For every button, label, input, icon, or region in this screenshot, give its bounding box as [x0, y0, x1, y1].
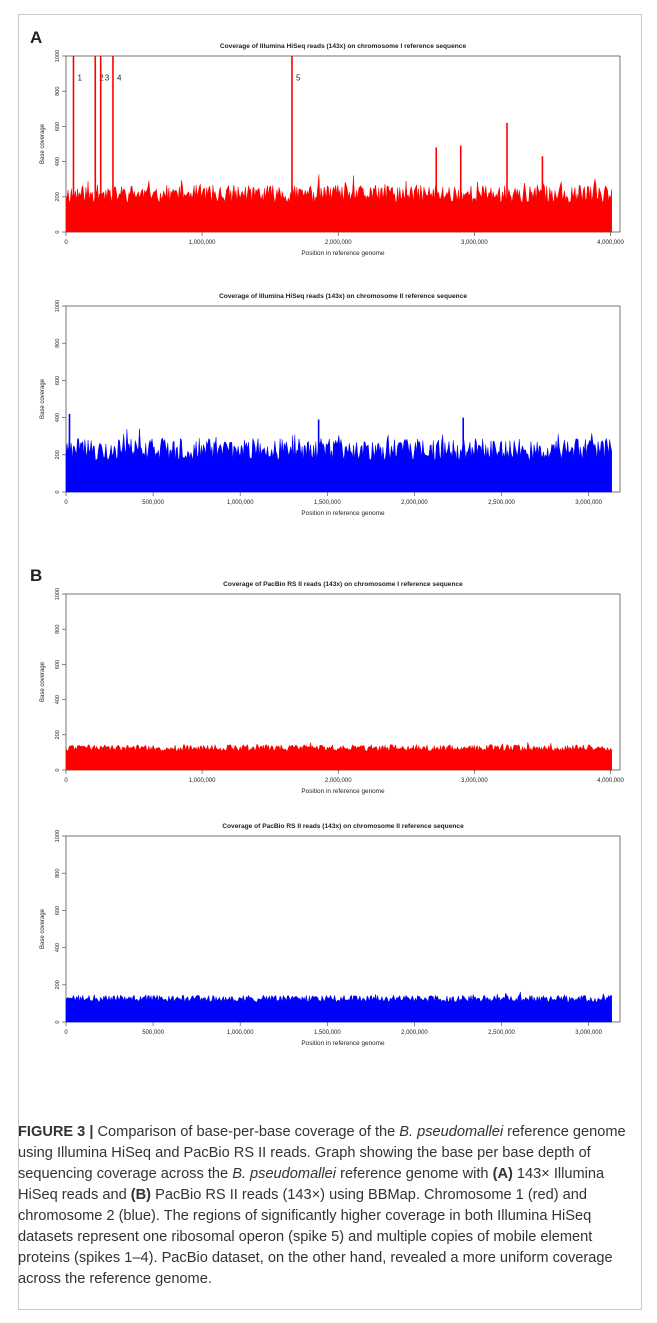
plot-area-border	[65, 593, 621, 771]
caption-text-3: reference genome with	[336, 1166, 493, 1182]
figure-caption: FIGURE 3 | Comparison of base-per-base c…	[18, 1122, 632, 1290]
panel-label-a: A	[30, 28, 43, 47]
x-tick-label: 2,000,000	[401, 1030, 428, 1036]
x-tick-label: 500,000	[142, 500, 164, 506]
coverage-area	[65, 174, 612, 233]
y-tick-label: 400	[55, 943, 61, 952]
x-tick-label: 500,000	[142, 1030, 164, 1036]
chart-illumina-chr1: Coverage of Illumina HiSeq reads (143x) …	[40, 43, 624, 257]
x-tick-label: 1,000,000	[189, 778, 216, 784]
panel-label-b: B	[30, 566, 43, 585]
y-axis-label: Base coverage	[40, 123, 46, 164]
coverage-area	[65, 991, 612, 1023]
y-tick-label: 1000	[55, 300, 61, 312]
y-tick-label: 400	[55, 695, 61, 704]
x-tick-label: 0	[64, 1030, 68, 1036]
x-tick-label: 2,000,000	[325, 240, 352, 246]
y-tick-label: 800	[55, 87, 61, 96]
figure-label: FIGURE 3 |	[18, 1124, 94, 1140]
y-tick-label: 800	[55, 869, 61, 878]
x-tick-label: 3,000,000	[461, 778, 488, 784]
y-tick-label: 600	[55, 122, 61, 131]
y-tick-label: 1000	[55, 830, 61, 842]
x-tick-label: 2,000,000	[401, 500, 428, 506]
chart-illumina-chr2: Coverage of Illumina HiSeq reads (143x) …	[40, 293, 621, 517]
y-tick-label: 1000	[55, 588, 61, 600]
y-tick-label: 600	[55, 376, 61, 385]
y-tick-label: 0	[55, 1020, 61, 1023]
y-tick-label: 200	[55, 730, 61, 739]
species-name-1: B. pseudomallei	[399, 1124, 504, 1140]
spike-label: 2	[99, 74, 104, 83]
y-tick-label: 200	[55, 192, 61, 201]
y-axis-label: Base coverage	[40, 661, 46, 702]
x-tick-label: 0	[64, 240, 68, 246]
plot-area-border	[65, 835, 621, 1023]
y-tick-label: 400	[55, 157, 61, 166]
y-tick-label: 800	[55, 339, 61, 348]
x-axis-label: Position in reference genome	[301, 250, 385, 257]
species-name-2: B. pseudomallei	[232, 1166, 337, 1182]
caption-text-1: Comparison of base-per-base coverage of …	[93, 1124, 400, 1140]
x-tick-label: 2,500,000	[488, 500, 515, 506]
x-axis-label: Position in reference genome	[301, 1040, 385, 1047]
y-tick-label: 0	[55, 768, 61, 771]
y-tick-label: 600	[55, 660, 61, 669]
caption-text-4: 143× Illumina HiSeq reads and	[18, 1166, 605, 1203]
x-tick-label: 2,000,000	[325, 778, 352, 784]
caption-text-2: reference genome using Illumina HiSeq an…	[18, 1124, 626, 1182]
y-tick-label: 200	[55, 980, 61, 989]
figure-frame	[18, 14, 642, 1310]
x-axis-label: Position in reference genome	[301, 788, 385, 795]
spike-label: 3	[105, 74, 110, 83]
y-tick-label: 0	[55, 230, 61, 233]
x-tick-label: 1,500,000	[314, 500, 341, 506]
spike-label: 5	[296, 74, 301, 83]
x-tick-label: 3,000,000	[575, 500, 602, 506]
spike-label: 1	[77, 74, 82, 83]
panel-ref-b: (B)	[130, 1187, 152, 1203]
x-tick-label: 0	[64, 500, 68, 506]
x-tick-label: 1,000,000	[227, 500, 254, 506]
coverage-area	[65, 428, 612, 493]
x-tick-label: 1,500,000	[314, 1030, 341, 1036]
y-axis-label: Base coverage	[40, 378, 46, 419]
x-tick-label: 0	[64, 778, 68, 784]
x-tick-label: 1,000,000	[227, 1030, 254, 1036]
y-tick-label: 600	[55, 906, 61, 915]
x-tick-label: 3,000,000	[461, 240, 488, 246]
panel-ref-a: (A)	[492, 1166, 513, 1182]
y-axis-label: Base coverage	[40, 908, 46, 949]
chart-pacbio-chr1: Coverage of PacBio RS II reads (143x) on…	[40, 581, 624, 795]
chart-pacbio-chr2: Coverage of PacBio RS II reads (143x) on…	[40, 823, 621, 1047]
x-tick-label: 4,000,000	[597, 240, 624, 246]
chart-title: Coverage of Illumina HiSeq reads (143x) …	[220, 43, 467, 50]
x-tick-label: 1,000,000	[189, 240, 216, 246]
y-tick-label: 200	[55, 450, 61, 459]
spike-label: 4	[117, 74, 122, 83]
y-tick-label: 800	[55, 625, 61, 634]
chart-title: Coverage of PacBio RS II reads (143x) on…	[223, 581, 463, 588]
caption-text-5: PacBio RS II reads (143×) using BBMap. C…	[18, 1187, 613, 1287]
y-tick-label: 400	[55, 413, 61, 422]
chart-title: Coverage of PacBio RS II reads (143x) on…	[222, 823, 464, 830]
coverage-area	[65, 742, 612, 771]
y-tick-label: 0	[55, 490, 61, 493]
x-tick-label: 4,000,000	[597, 778, 624, 784]
chart-title: Coverage of Illumina HiSeq reads (143x) …	[219, 293, 467, 300]
x-tick-label: 2,500,000	[488, 1030, 515, 1036]
y-tick-label: 1000	[55, 50, 61, 62]
x-axis-label: Position in reference genome	[301, 510, 385, 517]
x-tick-label: 3,000,000	[575, 1030, 602, 1036]
